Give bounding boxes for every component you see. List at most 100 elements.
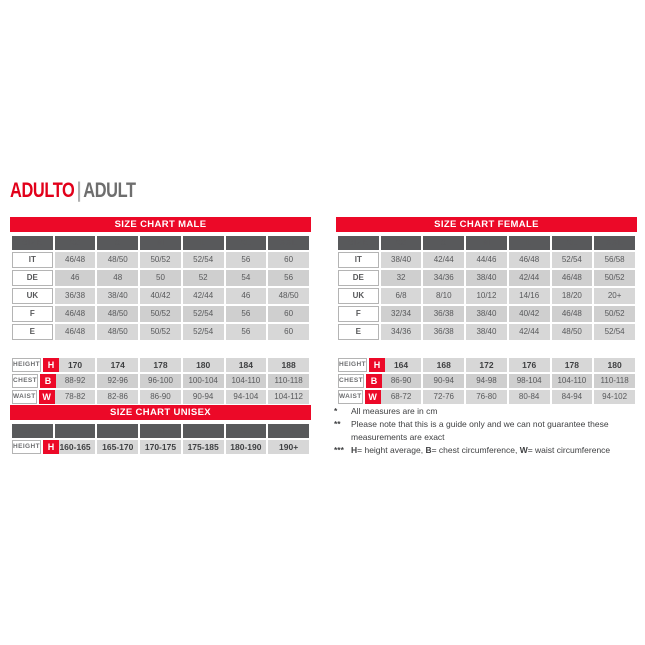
cell-value: 38/40 [97,288,139,304]
cell-value: 40/42 [508,306,550,322]
size-table-unisex: SIZE XS S M L XL XXL HEIGHT H 160-165 165-170 170-1… [10,422,311,456]
table-body-male: SIZE XS S M L XL XXL IT 46/48 48/50 50/52 52/54 56 60… [12,236,309,404]
column-header-xxl: XXL [268,424,309,438]
cell-value: 48/50 [97,324,139,340]
column-header-m: M [466,236,507,250]
cell-value: 50/52 [140,252,181,268]
column-header-m: M [140,424,181,438]
cell-value: 44/46 [466,252,507,268]
cell-value: 100-104 [182,374,224,388]
row-label-waist: WAIST W [12,390,55,404]
cell-value: 184 [225,358,267,372]
table-row: WAIST W 68-72 72-76 76-80 80-84 84-94 94-102 [338,390,635,404]
cell-value: 104-110 [551,374,593,388]
measure-key-badge: W [38,390,55,404]
cell-value: 110-118 [594,374,635,388]
measure-name: CHEST [338,374,365,388]
cell-value: 42/44 [508,270,550,286]
column-header-s: S [97,424,139,438]
cell-value: 54 [225,270,267,286]
cell-value: 72-76 [423,390,465,404]
cell-value: 56 [225,324,267,340]
cell-value: 10/12 [466,288,507,304]
cell-value: 56/58 [594,252,635,268]
cell-value: 38/40 [466,324,507,340]
cell-value: 178 [551,358,593,372]
chart-title-unisex: SIZE CHART UNISEX [10,405,311,420]
cell-value: 68-72 [380,390,422,404]
cell-value: 60 [268,306,309,322]
table-header-row: SIZE XS S M L XL XXL [12,236,309,250]
row-label-chest: CHEST B [338,374,383,388]
cell-value: 50 [140,270,181,286]
cell-value: 190+ [268,440,309,454]
cell-value: 50/52 [594,270,635,286]
cell-value: 46/48 [508,252,550,268]
size-table-female: SIZE XS S M L XL XXL IT 38/40 42/44 44/46 46/48 52/5… [336,234,637,406]
cell-value: 42/44 [508,324,550,340]
table-row: HEIGHT H 164 168 172 176 178 180 [338,358,635,372]
cell-value: 188 [268,358,309,372]
table-header-row: SIZE XS S M L XL XXL [338,236,635,250]
column-header-xs: XS [54,236,96,250]
table-row: IT 38/40 42/44 44/46 46/48 52/54 56/58 [338,252,635,268]
cell-value: 38/40 [466,306,507,322]
cell-value: 180 [594,358,635,372]
table-row: WAIST W 78-82 82-86 86-90 90-94 94-104 104-112 [12,390,309,404]
table-body-unisex: SIZE XS S M L XL XXL HEIGHT H 160-165 165-170 170-1… [12,424,309,454]
cell-value: 48/50 [97,306,139,322]
cell-value: 38/40 [380,252,422,268]
cell-value: 104-112 [268,390,309,404]
row-label-uk: UK [338,288,379,304]
page-title-secondary: ADULT [83,179,136,202]
cell-value: 56 [268,270,309,286]
cell-value: 178 [140,358,181,372]
column-header-s: S [97,236,139,250]
column-header-l: L [182,236,224,250]
cell-value: 52/54 [551,252,593,268]
table-spacer [338,342,635,356]
column-header-size: SIZE [12,236,53,250]
cell-value: 32 [380,270,422,286]
cell-value: 46/48 [551,270,593,286]
cell-value: 14/16 [508,288,550,304]
cell-value: 60 [268,252,309,268]
table-row: DE 46 48 50 52 54 56 [12,270,309,286]
cell-value: 40/42 [140,288,181,304]
measure-name: WAIST [12,390,37,404]
row-label-f: F [12,306,53,322]
cell-value: 46/48 [54,324,96,340]
measure-key-badge: H [368,358,385,372]
cell-value: 180 [182,358,224,372]
cell-value: 50/52 [594,306,635,322]
measure-name: CHEST [12,374,39,388]
cell-value: 90-94 [182,390,224,404]
size-chart-female: SIZE CHART FEMALE SIZE XS S M L XL XXL IT 38/40 4… [336,217,637,406]
column-header-l: L [508,236,550,250]
page-title-separator: | [76,179,82,202]
row-label-it: IT [12,252,53,268]
footnote-marker: ** [334,419,341,429]
table-row: UK 6/8 8/10 10/12 14/16 18/20 20+ [338,288,635,304]
cell-value: 32/34 [380,306,422,322]
column-header-xxl: XXL [594,236,635,250]
cell-value: 52/54 [182,324,224,340]
cell-value: 52/54 [182,252,224,268]
cell-value: 90-94 [423,374,465,388]
cell-value: 172 [466,358,507,372]
table-row: IT 46/48 48/50 50/52 52/54 56 60 [12,252,309,268]
column-header-xs: XS [380,236,422,250]
chart-title-male: SIZE CHART MALE [10,217,311,232]
measure-name: HEIGHT [12,440,41,454]
table-row: F 46/48 48/50 50/52 52/54 56 60 [12,306,309,322]
cell-value: 48/50 [97,252,139,268]
measure-key-badge: H [42,358,59,372]
row-label-it: IT [338,252,379,268]
row-label-uk: UK [12,288,53,304]
cell-value: 176 [508,358,550,372]
cell-value: 52 [182,270,224,286]
row-label-e: E [12,324,53,340]
row-label-height: HEIGHT H [12,358,59,372]
table-row: DE 32 34/36 38/40 42/44 46/48 50/52 [338,270,635,286]
footnote-marker: *** [334,444,344,455]
